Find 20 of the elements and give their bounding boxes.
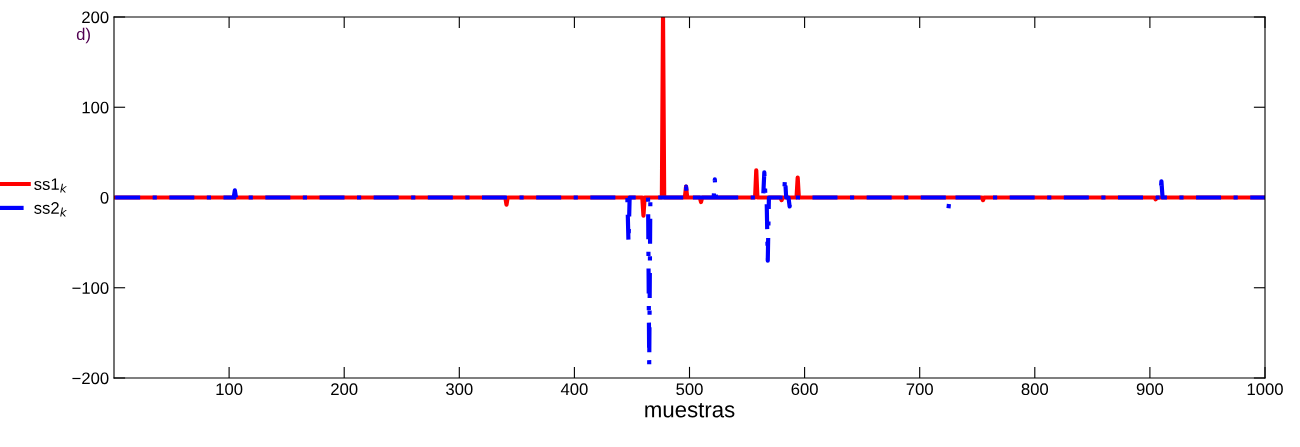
- legend-label: ss2$_{k}$: [34, 202, 67, 217]
- x-tick-label: 700: [906, 383, 933, 396]
- x-tick-label: 800: [1021, 383, 1049, 396]
- x-tick-label: 100: [216, 383, 243, 396]
- x-tick-label: 500: [676, 383, 703, 396]
- x-tick-label: 400: [560, 383, 588, 396]
- x-tick-label: 900: [1136, 383, 1164, 396]
- text: d): [76, 27, 90, 44]
- x-tick-label: 200: [331, 383, 358, 396]
- y-tick-label: 200: [82, 11, 109, 24]
- y-tick-label: 0: [100, 191, 109, 204]
- x-tick-label: 1000: [1247, 383, 1283, 396]
- y-tick-label: 100: [82, 101, 109, 114]
- legend-label: ss1$_{k}$: [34, 178, 67, 193]
- y-tick-label: −100: [72, 282, 109, 294]
- x-axis-title: muestras: [645, 402, 735, 418]
- x-tick-label: 600: [791, 383, 818, 396]
- line-series: [114, 170, 1265, 367]
- x-tick-label: 300: [446, 383, 473, 396]
- y-tick-label: −200: [72, 372, 109, 385]
